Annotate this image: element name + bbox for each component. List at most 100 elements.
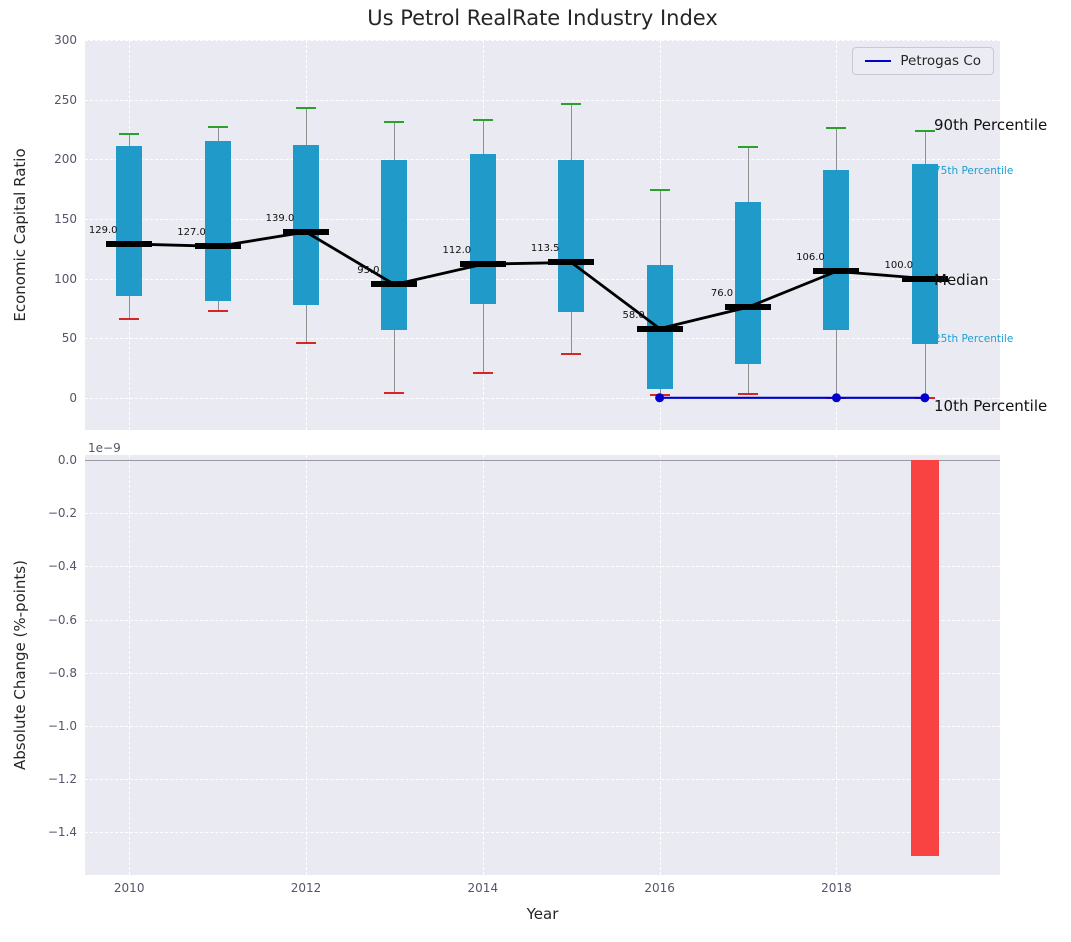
grid-line-v (659, 455, 661, 875)
bottom-y-tick-label: −0.4 (47, 559, 77, 574)
cap-10th-2019 (914, 396, 935, 399)
change-bar-2019 (910, 460, 939, 857)
top-y-tick-label: 300 (54, 33, 77, 47)
grid-line-v (836, 455, 838, 875)
top-y-tick-label: 50 (61, 331, 77, 346)
x-tick-label: 2010 (113, 881, 145, 895)
top-y-axis-label: Economic Capital Ratio (11, 148, 29, 322)
median-dash-2015 (548, 259, 595, 266)
cap-10th-2011 (207, 309, 228, 312)
cap-90th-2013 (384, 121, 405, 124)
bottom-y-tick-label: −0.6 (47, 612, 77, 627)
median-value-label-2014: 112.0 (442, 245, 472, 257)
iqr-box-2010 (116, 146, 143, 297)
bottom-y-tick-label: −0.8 (47, 665, 77, 680)
iqr-box-2011 (204, 141, 231, 302)
cap-10th-2017 (738, 393, 759, 396)
annotation-10th-percentile: 10th Percentile (934, 397, 1048, 416)
grid-line-h (85, 99, 1000, 101)
top-y-tick-label: 150 (54, 211, 77, 226)
median-value-label-2015: 113.5 (530, 243, 560, 255)
cap-90th-2019 (914, 129, 935, 132)
median-dash-2013 (371, 281, 418, 288)
annotation-75th-percentile: 75th Percentile (934, 165, 1014, 178)
grid-line-v (482, 455, 484, 875)
legend: Petrogas Co (852, 47, 994, 75)
zero-line (85, 460, 1000, 462)
bottom-y-axis-label: Absolute Change (%-points) (11, 560, 29, 770)
median-dash-2016 (636, 325, 683, 332)
median-dash-2019 (901, 275, 948, 282)
grid-line-h (85, 619, 1000, 621)
iqr-box-2015 (558, 160, 585, 312)
median-value-label-2019: 100.0 (884, 259, 914, 271)
median-dash-2010 (106, 240, 153, 247)
cap-90th-2015 (561, 103, 582, 106)
median-dash-2014 (459, 261, 506, 268)
cap-10th-2012 (296, 341, 316, 344)
median-value-label-2016: 58.0 (622, 309, 645, 321)
cap-90th-2010 (119, 133, 140, 136)
cap-90th-2012 (296, 106, 316, 109)
cap-10th-2010 (119, 318, 140, 321)
top-y-tick-label: 250 (54, 92, 77, 107)
bottom-y-tick-label: −1.0 (47, 719, 77, 734)
bottom-y-tick-label: 0.0 (57, 453, 77, 468)
annotation-90th-percentile: 90th Percentile (934, 115, 1048, 134)
grid-line-h (85, 218, 1000, 220)
median-value-label-2017: 76.0 (710, 288, 734, 300)
iqr-box-2012 (293, 144, 319, 305)
median-dash-2011 (194, 243, 241, 250)
grid-line-h (85, 397, 1000, 399)
x-tick-label: 2012 (290, 881, 322, 895)
cap-90th-2016 (649, 189, 670, 192)
annotation-median: Median (934, 270, 989, 289)
cap-10th-2013 (384, 392, 405, 395)
grid-line-h (85, 159, 1000, 161)
grid-line-h (85, 513, 1000, 515)
grid-line-h (85, 338, 1000, 340)
grid-line-h (85, 40, 1000, 41)
x-tick-label: 2016 (644, 881, 675, 895)
median-dash-2017 (725, 304, 772, 311)
annotation-25th-percentile: 25th Percentile (934, 333, 1014, 346)
grid-line-v (306, 455, 307, 875)
legend-label: Petrogas Co (900, 53, 981, 69)
x-axis-label: Year (526, 905, 559, 923)
bottom-y-tick-label: −0.2 (47, 506, 77, 521)
cap-90th-2011 (207, 126, 228, 129)
cap-10th-2014 (472, 371, 493, 374)
grid-line-h (85, 779, 1000, 781)
median-value-label-2018: 106.0 (796, 252, 825, 264)
median-value-label-2010: 129.0 (88, 224, 118, 236)
iqr-box-2017 (735, 202, 762, 365)
iqr-box-2013 (381, 160, 408, 330)
y-axis-offset-label: 1e−9 (88, 441, 121, 455)
petrogas-line-icon (865, 60, 892, 62)
grid-line-h (85, 832, 1000, 834)
median-dash-2012 (283, 229, 329, 236)
cap-10th-2016 (649, 394, 670, 397)
grid-line-h (85, 566, 1000, 568)
top-y-tick-label: 0 (69, 390, 77, 405)
bottom-y-tick-label: −1.2 (47, 772, 77, 787)
median-dash-2018 (813, 268, 860, 275)
cap-10th-2015 (561, 352, 582, 355)
cap-90th-2018 (826, 127, 847, 130)
x-tick-label: 2014 (467, 881, 499, 895)
iqr-box-2014 (469, 154, 496, 304)
top-y-tick-label: 100 (54, 271, 77, 286)
grid-line-h (85, 672, 1000, 674)
bottom-y-tick-label: −1.4 (47, 825, 77, 840)
iqr-box-2018 (823, 170, 850, 330)
cap-90th-2017 (738, 146, 759, 149)
top-y-tick-label: 200 (54, 152, 77, 167)
bottom-axes-plot-area (85, 455, 1000, 875)
median-value-label-2013: 95.0 (357, 265, 380, 277)
chart-title: Us Petrol RealRate Industry Index (367, 6, 718, 30)
iqr-box-2019 (911, 164, 938, 345)
median-value-label-2012: 139.0 (265, 213, 295, 225)
x-tick-label: 2018 (821, 881, 852, 895)
grid-line-h (85, 726, 1000, 728)
